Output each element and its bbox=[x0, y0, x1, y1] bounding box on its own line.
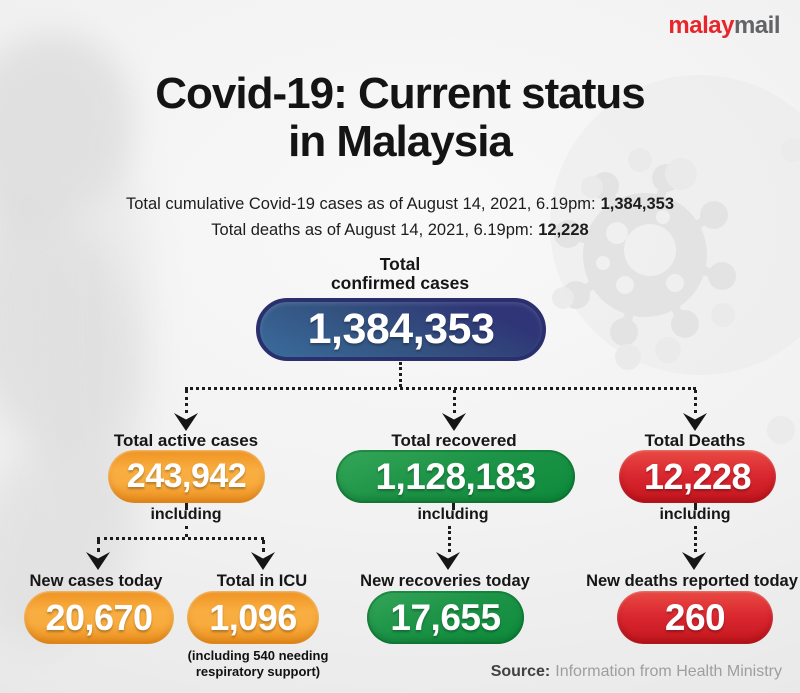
connector-deaths-stem bbox=[694, 390, 697, 413]
logo-gray-text: mail bbox=[733, 12, 781, 39]
arrow-down-icon bbox=[174, 413, 198, 431]
total-deaths-value: 12,228 bbox=[538, 221, 589, 239]
icu-label: Total in ICU bbox=[216, 572, 308, 590]
recovered-pill: 1,128,183 bbox=[336, 450, 575, 503]
deaths-pill: 12,228 bbox=[619, 450, 776, 503]
connector-active-crossbar bbox=[97, 537, 264, 540]
arrow-down-icon bbox=[251, 552, 275, 570]
logo-red-text: malay bbox=[668, 12, 734, 39]
connector-new-cases-stem bbox=[97, 540, 100, 552]
arrow-down-icon bbox=[683, 413, 707, 431]
icu-footnote: (including 540 needing respiratory suppo… bbox=[187, 648, 329, 680]
connector-including-deaths bbox=[694, 526, 697, 552]
connector-including-active bbox=[185, 526, 188, 537]
arrow-down-icon bbox=[682, 552, 706, 570]
source-credit: Source: Information from Health Ministry bbox=[490, 663, 782, 680]
arrow-down-icon bbox=[436, 552, 460, 570]
arrow-down-icon bbox=[442, 413, 466, 431]
arrow-down-icon bbox=[86, 552, 110, 570]
connector-recovered-stem bbox=[453, 390, 456, 413]
page-title: Covid-19: Current status in Malaysia bbox=[0, 70, 800, 166]
including-label-deaths: including bbox=[659, 506, 731, 523]
deaths-label: Total Deaths bbox=[644, 431, 746, 450]
confirmed-cases-pill: 1,384,353 bbox=[256, 298, 546, 361]
connector-root-crossbar bbox=[185, 387, 696, 390]
icu-pill: 1,096 bbox=[187, 591, 319, 644]
title-line-2: in Malaysia bbox=[288, 116, 513, 166]
connector-including-recovered bbox=[452, 503, 455, 508]
connector-including-recovered bbox=[448, 526, 451, 552]
active-cases-pill: 243,942 bbox=[108, 450, 265, 503]
connector-including-active bbox=[185, 503, 188, 508]
connector-icu-stem bbox=[262, 540, 265, 552]
connector-active-stem bbox=[185, 390, 188, 413]
including-label-active: including bbox=[150, 506, 222, 523]
new-cases-pill: 20,670 bbox=[24, 591, 174, 644]
confirmed-cases-label: Total confirmed cases bbox=[330, 254, 470, 294]
new-recoveries-pill: 17,655 bbox=[367, 591, 524, 644]
source-label: Source: bbox=[490, 663, 551, 680]
subtitle-total-deaths: Total deaths as of August 14, 2021, 6.19… bbox=[211, 221, 589, 239]
new-deaths-pill: 260 bbox=[617, 591, 773, 644]
connector-including-deaths bbox=[694, 503, 697, 508]
title-line-1: Covid-19: Current status bbox=[155, 69, 645, 118]
new-cases-label: New cases today bbox=[29, 572, 163, 590]
new-deaths-label: New deaths reported today bbox=[586, 572, 798, 590]
connector-root-stem bbox=[399, 362, 402, 387]
including-label-recovered: including bbox=[417, 506, 489, 523]
malaymail-logo: malaymail bbox=[668, 12, 780, 40]
recovered-label: Total recovered bbox=[391, 431, 517, 450]
cumulative-cases-value: 1,384,353 bbox=[600, 195, 674, 213]
active-cases-label: Total active cases bbox=[113, 431, 259, 450]
new-recoveries-label: New recoveries today bbox=[360, 572, 530, 590]
subtitle-cumulative-cases: Total cumulative Covid-19 cases as of Au… bbox=[125, 195, 674, 213]
